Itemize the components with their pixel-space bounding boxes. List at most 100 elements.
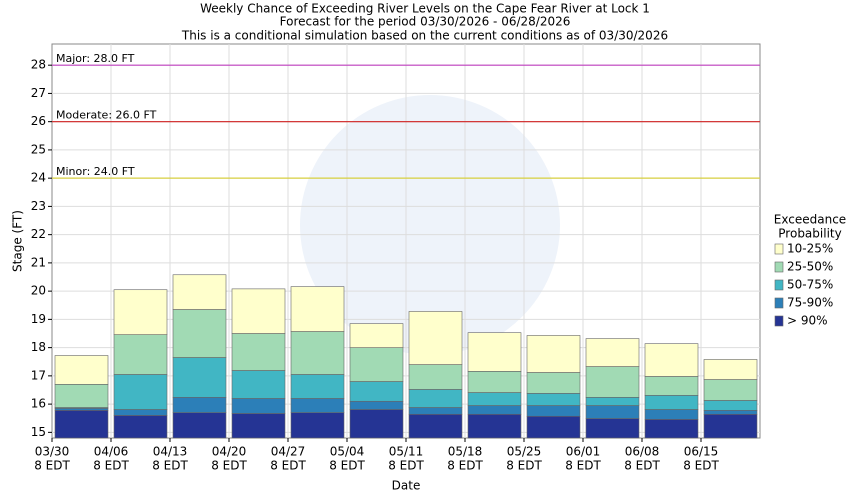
y-tick-label: 16: [31, 397, 46, 411]
bar-segment: [172, 397, 227, 413]
bar-segment: [408, 389, 463, 408]
chart-title: Forecast for the period 03/30/2026 - 06/…: [280, 15, 571, 29]
bar-segment: [408, 364, 463, 390]
y-tick-label: 19: [31, 312, 46, 326]
legend-swatch: [774, 279, 784, 291]
y-tick-label: 22: [31, 227, 46, 241]
x-tick-label: 05/11: [389, 445, 424, 459]
bar-segment: [231, 333, 286, 371]
x-tick-label: 04/27: [271, 445, 306, 459]
bar-segment: [231, 398, 286, 414]
bar-segment: [703, 410, 758, 415]
bar-segment: [231, 288, 286, 334]
x-tick-label: 05/04: [330, 445, 365, 459]
x-tick-label: 05/25: [507, 445, 542, 459]
x-tick-label: 06/01: [566, 445, 601, 459]
legend-swatch: [774, 243, 784, 255]
bar-segment: [526, 372, 581, 394]
bar-segment: [113, 409, 168, 416]
y-tick-label: 21: [31, 255, 46, 269]
bar-segment: [408, 407, 463, 415]
x-tick-label: 04/06: [94, 445, 129, 459]
bar-segment: [585, 405, 640, 419]
bar-segment: [703, 413, 758, 439]
bar-segment: [408, 311, 463, 365]
bar-segment: [644, 395, 699, 410]
legend-label: 50-75%: [787, 278, 833, 292]
x-tick-label: 04/20: [212, 445, 247, 459]
x-tick-label: 06/15: [684, 445, 719, 459]
x-tick-label: 8 EDT: [683, 459, 719, 473]
x-tick-label: 06/08: [625, 445, 660, 459]
bar-segment: [585, 397, 640, 406]
legend-title: Probability: [778, 227, 841, 241]
bar-segment: [290, 286, 345, 332]
bar-segment: [526, 335, 581, 373]
bar-segment: [644, 409, 699, 420]
bar-segment: [113, 334, 168, 375]
bar-segment: [467, 392, 522, 406]
bar-segment: [526, 393, 581, 406]
x-tick-label: 8 EDT: [93, 459, 129, 473]
bar-segment: [644, 376, 699, 396]
y-tick-label: 17: [31, 368, 46, 382]
bar-segment: [231, 370, 286, 399]
x-tick-label: 8 EDT: [152, 459, 188, 473]
bar-segment: [349, 400, 404, 410]
bar-segment: [408, 413, 463, 439]
bar-segment: [349, 409, 404, 439]
bar-segment: [290, 331, 345, 375]
x-axis-label: Date: [392, 479, 421, 493]
bar-segment: [526, 415, 581, 439]
x-tick-label: 8 EDT: [624, 459, 660, 473]
y-tick-label: 15: [31, 425, 46, 439]
bar-segment: [703, 379, 758, 401]
bar-segment: [290, 374, 345, 399]
bar-segment: [349, 347, 404, 382]
y-tick-label: 23: [31, 199, 46, 213]
x-tick-label: 04/13: [153, 445, 188, 459]
threshold-label: Minor: 24.0 FT: [56, 165, 135, 178]
bar-segment: [467, 332, 522, 372]
legend-title: Exceedance: [774, 213, 846, 227]
chart-title: This is a conditional simulation based o…: [181, 29, 668, 43]
bar-segment: [467, 405, 522, 415]
bar-segment: [113, 289, 168, 335]
bar-segment: [467, 413, 522, 439]
x-tick-label: 8 EDT: [506, 459, 542, 473]
bar-segment: [526, 405, 581, 417]
x-tick-label: 8 EDT: [211, 459, 247, 473]
bar-segment: [644, 419, 699, 439]
legend-label: 10-25%: [787, 242, 833, 256]
bar-segment: [54, 355, 109, 385]
bar-segment: [703, 400, 758, 411]
x-tick-label: 05/18: [448, 445, 483, 459]
legend-swatch: [774, 297, 784, 309]
legend-swatch: [774, 261, 784, 273]
bar-segment: [54, 384, 109, 408]
threshold-label: Major: 28.0 FT: [56, 52, 135, 65]
bar-segment: [585, 366, 640, 398]
x-tick-label: 8 EDT: [565, 459, 601, 473]
legend-label: 75-90%: [787, 296, 833, 310]
bar-segment: [172, 309, 227, 358]
bar-segment: [349, 323, 404, 348]
x-tick-label: 8 EDT: [270, 459, 306, 473]
y-tick-label: 26: [31, 114, 46, 128]
bar-segment: [585, 338, 640, 367]
bar-segment: [349, 381, 404, 402]
bar-segment: [290, 412, 345, 439]
threshold-label: Moderate: 26.0 FT: [56, 109, 157, 122]
x-tick-label: 8 EDT: [388, 459, 424, 473]
bar-segment: [467, 371, 522, 393]
chart-title: Weekly Chance of Exceeding River Levels …: [200, 2, 650, 16]
x-tick-label: 8 EDT: [447, 459, 483, 473]
bar-segment: [172, 357, 227, 398]
legend-label: > 90%: [787, 314, 828, 328]
legend-swatch: [774, 315, 784, 327]
bar-segment: [172, 412, 227, 439]
bar-segment: [290, 398, 345, 413]
y-tick-label: 24: [31, 171, 46, 185]
bar-segment: [54, 410, 109, 439]
